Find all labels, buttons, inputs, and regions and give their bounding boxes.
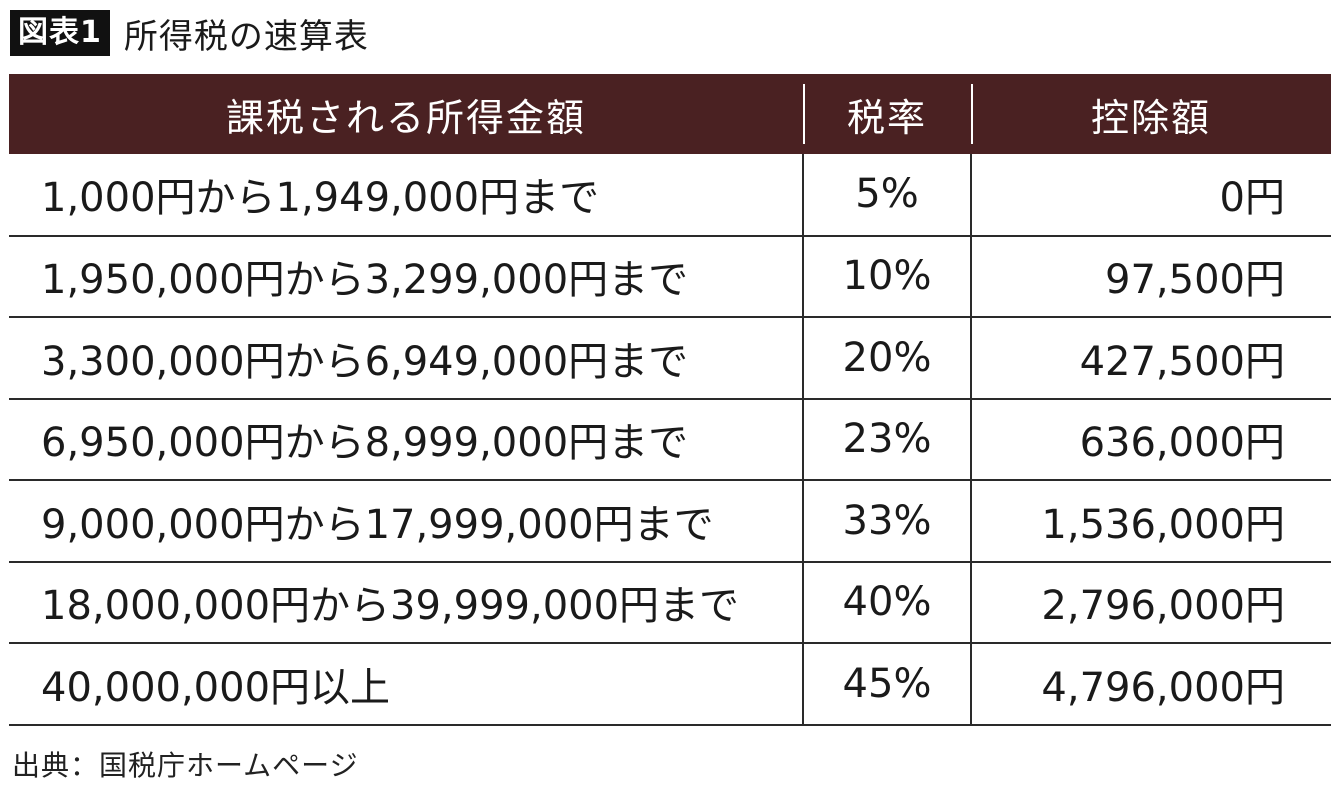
income-range-cell: 6,950,000円から8,999,000円まで: [9, 398, 803, 481]
source-note: 出典：国税庁ホームページ: [12, 749, 359, 782]
deduction-cell: 97,500円: [970, 235, 1331, 318]
figure-label: 図表1: [10, 10, 110, 56]
deduction-cell: 4,796,000円: [970, 643, 1331, 726]
table-row: 18,000,000円から39,999,000円まで 40% 2,796,000…: [9, 561, 1331, 644]
tax-rate-table: 課税される所得金額 税率 控除額 1,000円から1,949,000円まで 5%…: [9, 74, 1331, 726]
tax-rate-cell: 45%: [802, 643, 971, 726]
deduction-cell: 0円: [970, 154, 1331, 237]
income-range-cell: 9,000,000円から17,999,000円まで: [9, 480, 803, 563]
deduction-cell: 1,536,000円: [970, 480, 1331, 563]
table-header-row: 課税される所得金額 税率 控除額: [9, 74, 1331, 154]
income-range-cell: 1,000円から1,949,000円まで: [9, 154, 803, 237]
tax-rate-cell: 10%: [802, 235, 971, 318]
tax-rate-cell: 33%: [802, 480, 971, 563]
deduction-cell: 636,000円: [970, 398, 1331, 481]
tax-rate-cell: 40%: [802, 561, 971, 644]
table-row: 3,300,000円から6,949,000円まで 20% 427,500円: [9, 317, 1331, 400]
figure-title-row: 図表1 所得税の速算表: [10, 8, 369, 58]
header-deduction: 控除額: [971, 74, 1331, 154]
header-taxable-income: 課税される所得金額: [225, 95, 586, 140]
table-row: 6,950,000円から8,999,000円まで 23% 636,000円: [9, 398, 1331, 481]
deduction-cell: 2,796,000円: [970, 561, 1331, 644]
table-row: 9,000,000円から17,999,000円まで 33% 1,536,000円: [9, 480, 1331, 563]
header-tax-rate: 税率: [803, 74, 971, 154]
tax-rate-cell: 23%: [802, 398, 971, 481]
tax-rate-cell: 20%: [802, 317, 971, 400]
income-range-cell: 3,300,000円から6,949,000円まで: [9, 317, 803, 400]
figure-title: 所得税の速算表: [123, 16, 369, 57]
income-range-cell: 18,000,000円から39,999,000円まで: [9, 561, 803, 644]
income-range-cell: 1,950,000円から3,299,000円まで: [9, 235, 803, 318]
tax-rate-cell: 5%: [802, 154, 971, 237]
income-range-cell: 40,000,000円以上: [9, 643, 803, 726]
table-row: 40,000,000円以上 45% 4,796,000円: [9, 643, 1331, 726]
table-row: 1,000円から1,949,000円まで 5% 0円: [9, 154, 1331, 237]
deduction-cell: 427,500円: [970, 317, 1331, 400]
table-row: 1,950,000円から3,299,000円まで 10% 97,500円: [9, 235, 1331, 318]
